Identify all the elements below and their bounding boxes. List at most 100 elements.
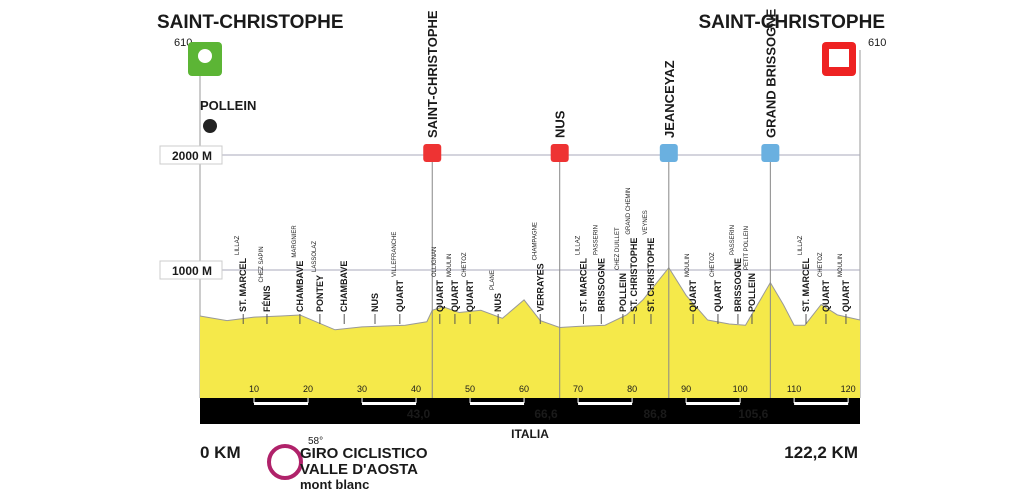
- y-tick-box: [159, 145, 223, 165]
- place-name: QUART: [465, 280, 475, 312]
- place-name: CHAMBAVE: [295, 261, 305, 312]
- bar-segment: [686, 402, 741, 405]
- logo-line1: GIRO CICLISTICO: [300, 445, 428, 462]
- place-sub: CHAMPAGNE: [532, 222, 538, 260]
- y-tick-label: 1000 M: [172, 264, 212, 278]
- place-sub: CHETOZ: [710, 252, 716, 277]
- x-tick-label: 20: [303, 384, 313, 394]
- elevation-fill: [200, 267, 860, 385]
- place-sub: PLANE: [490, 270, 496, 290]
- logo-edition: 58°: [308, 436, 323, 447]
- place-sub: PASSERIN: [730, 225, 736, 255]
- logo-line2: VALLE D'AOSTA: [300, 461, 418, 478]
- climb-icon: [761, 144, 780, 162]
- place-sub: LASSOLAZ: [312, 241, 318, 272]
- place-sub: PETIT POLLEIN: [744, 226, 750, 270]
- y-tick-label: 2000 M: [172, 149, 212, 163]
- place-name: QUART: [688, 280, 698, 312]
- place-name: ST. MARCEL: [578, 257, 588, 312]
- place-sub: OLLIGNAN: [432, 247, 438, 277]
- finish-elevation: 610: [868, 37, 886, 49]
- place-sub: LILLAZ: [235, 235, 241, 255]
- place-name: BRISSOGNE: [596, 258, 606, 312]
- place-sub: LILLAZ: [798, 235, 804, 255]
- place-name: ST. CHRISTOPHE: [629, 238, 639, 312]
- x-tick-label: 60: [519, 384, 529, 394]
- finish-distance: 122,2 KM: [784, 443, 858, 462]
- country: ITALIA: [511, 427, 549, 441]
- x-tick-label: 50: [465, 384, 475, 394]
- place-name: VERRAYES: [535, 263, 545, 312]
- logo-line3: mont blanc: [300, 477, 369, 492]
- x-tick-label: 90: [681, 384, 691, 394]
- x-tick-label: 120: [841, 384, 856, 394]
- distance-bar: [200, 398, 860, 424]
- place-sub: CHETOZ: [818, 252, 824, 277]
- place-sub: MOULIN: [685, 254, 691, 277]
- climb-name: NUS: [553, 110, 568, 138]
- place-name: FÉNIS: [262, 285, 272, 312]
- y-tick-box: [159, 260, 223, 280]
- place-name: QUART: [713, 280, 723, 312]
- climb-name: JEANCEYAZ: [662, 60, 677, 138]
- climb-distance: 43,0: [407, 407, 431, 421]
- x-tick-label: 40: [411, 384, 421, 394]
- place-name: POLLEIN: [618, 273, 628, 312]
- place-sub: MOULIN: [838, 254, 844, 277]
- place-sub: CHEZ SAPIN: [259, 246, 265, 282]
- place-sub: PASSERIN: [593, 225, 599, 255]
- place-sub: MARGNIER: [292, 225, 298, 258]
- place-sub: VILLEFRANCHE: [392, 232, 398, 277]
- climb-icon: [550, 144, 569, 162]
- place-name: ST. CHRISTOPHE: [646, 238, 656, 312]
- start-pin: [198, 49, 212, 63]
- start-distance: 0 KM: [200, 443, 241, 462]
- place-sub: CHETOZ: [462, 252, 468, 277]
- climb-name: SAINT-CHRISTOPHE: [425, 10, 440, 138]
- bar-segment: [362, 402, 417, 405]
- place-name: ST. MARCEL: [238, 257, 248, 312]
- finish-flag: [829, 49, 849, 67]
- bar-segment: [254, 402, 309, 405]
- place-name: PONTEY: [315, 275, 325, 312]
- intermediate-icon: [203, 119, 217, 133]
- x-tick-label: 80: [627, 384, 637, 394]
- place-name: NUS: [370, 293, 380, 312]
- intermediate-name: POLLEIN: [200, 98, 256, 113]
- place-sub: CHEZ DUILLET: [615, 227, 621, 270]
- climb-distance: 86,8: [643, 407, 667, 421]
- bar-segment: [470, 402, 525, 405]
- place-name: QUART: [841, 280, 851, 312]
- place-name: QUART: [395, 280, 405, 312]
- place-name: NUS: [493, 293, 503, 312]
- climb-icon: [423, 144, 442, 162]
- background-layer: 1000 M 2000 M: [159, 50, 861, 398]
- start-elevation: 610: [174, 37, 192, 49]
- finish-name: SAINT-CHRISTOPHE: [698, 12, 885, 33]
- logo-mark: [267, 444, 303, 480]
- place-name: QUART: [821, 280, 831, 312]
- place-name: CHAMBAVE: [339, 261, 349, 312]
- place-name: ST. MARCEL: [801, 257, 811, 312]
- place-sub: MOULIN: [447, 254, 453, 277]
- x-tick-label: 10: [249, 384, 259, 394]
- climb-distance: 66,6: [534, 407, 558, 421]
- climb-distance: 105,6: [738, 407, 768, 421]
- x-tick-label: 30: [357, 384, 367, 394]
- x-tick-label: 100: [733, 384, 748, 394]
- place-name: QUART: [450, 280, 460, 312]
- place-sub: VEYNES: [643, 210, 649, 234]
- x-tick-label: 70: [573, 384, 583, 394]
- place-name: POLLEIN: [747, 273, 757, 312]
- x-tick-label: 110: [787, 384, 801, 394]
- climb-icon: [659, 144, 678, 162]
- bar-segment: [578, 402, 633, 405]
- climb-name: GRAND BRISSOGNE: [763, 8, 778, 138]
- elevation-base: [200, 385, 860, 398]
- start-name: SAINT-CHRISTOPHE: [157, 12, 344, 33]
- place-name: BRISSOGNE: [733, 258, 743, 312]
- place-sub: GRAND CHEMIN: [626, 188, 632, 235]
- place-name: QUART: [435, 280, 445, 312]
